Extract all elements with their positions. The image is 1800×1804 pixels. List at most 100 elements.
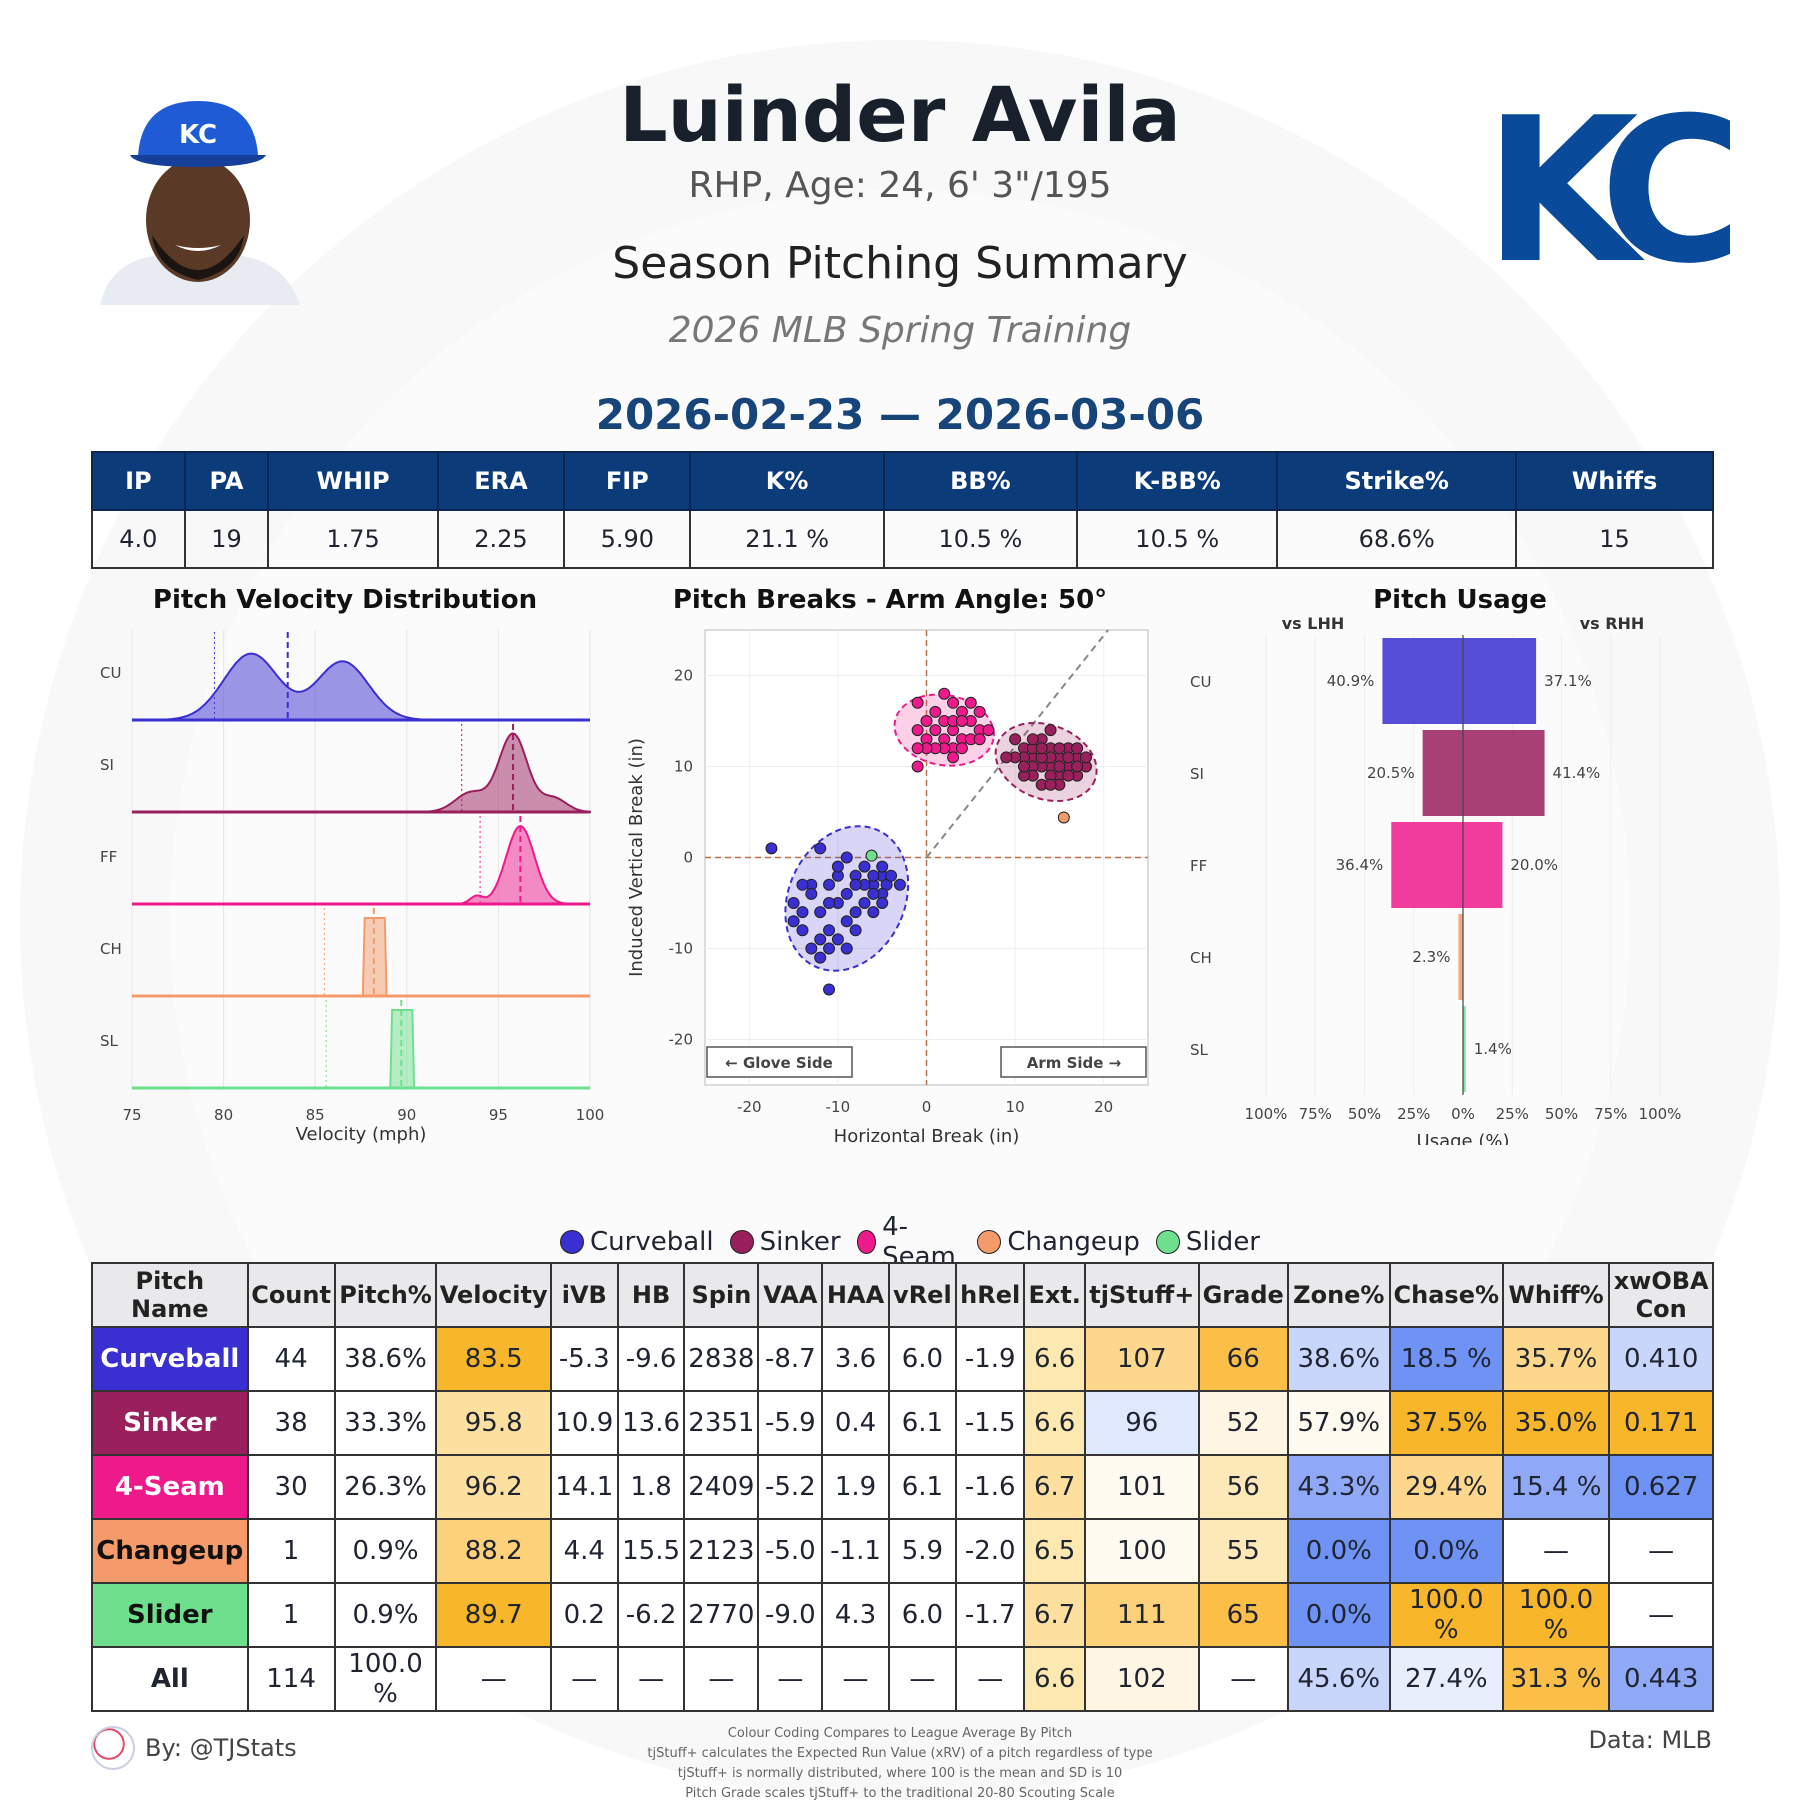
- break-point-Curveball: [831, 860, 844, 873]
- pitch-table-cell: 0.2: [549, 1582, 619, 1648]
- break-point-4-Seam: [982, 724, 995, 737]
- footnote-line: tjStuff+ is normally distributed, where …: [677, 1766, 1123, 1781]
- player-bio: RHP, Age: 24, 6' 3"/195: [688, 165, 1112, 206]
- pitch-table-cell: 45.6%: [1286, 1646, 1391, 1712]
- stat-value-2: 1.75: [267, 509, 439, 569]
- usage-row-label: FF: [1190, 857, 1207, 875]
- break-point-Curveball: [867, 906, 880, 919]
- break-point-Sinker: [1009, 733, 1022, 746]
- break-point-Sinker: [1044, 724, 1057, 737]
- usage-x-tick: 75%: [1299, 1105, 1332, 1123]
- pitch-table-cell: 1.9: [821, 1454, 890, 1520]
- velo-row-label: CH: [100, 940, 122, 958]
- legend-label: Slider: [1185, 1227, 1260, 1257]
- pitch-metrics-table: Pitch Name Count Pitch% Velocity iVB HB Spin VA…: [91, 1262, 1714, 1712]
- breaks-y-tick: -10: [669, 940, 694, 958]
- velo-x-tick: 85: [306, 1106, 325, 1124]
- pitch-table-cell: 1: [246, 1582, 336, 1648]
- pitch-table-cell: —: [955, 1646, 1026, 1712]
- pitch-table-cell: 0.4: [821, 1390, 890, 1456]
- pitch-table-cell: 2838: [683, 1326, 760, 1392]
- pitch-table-cell: 6.7: [1023, 1582, 1086, 1648]
- breaks-y-tick: 10: [674, 758, 693, 776]
- usage-bar-rhh: [1463, 638, 1537, 724]
- break-point-Curveball: [814, 906, 827, 919]
- footnote-line: Pitch Grade scales tjStuff+ to the tradi…: [685, 1786, 1115, 1801]
- glove-side-box: [706, 1046, 853, 1078]
- player-name: Luinder Avila: [619, 70, 1181, 159]
- pitch-table-cell: 0.9%: [333, 1518, 438, 1584]
- pitch-breaks-chart: -20 -10 0 10 20 20 10 0 -10 -20 Horizontal Break (…: [626, 629, 1149, 1145]
- breaks-y-tick: 20: [674, 667, 693, 685]
- usage-bar-rhh: [1463, 1006, 1466, 1092]
- break-point-Curveball: [849, 924, 862, 937]
- break-point-Curveball: [796, 924, 809, 937]
- pitch-table-header: tjStuff+: [1084, 1262, 1200, 1328]
- pitch-table-cell: 1.8: [616, 1454, 686, 1520]
- pitch-table-cell: 0.443: [1608, 1646, 1714, 1712]
- pitch-table-cell: —: [1197, 1646, 1289, 1712]
- pitch-table-cell: -5.9: [757, 1390, 824, 1456]
- pitch-table-cell: 100.0 %: [1388, 1582, 1504, 1648]
- pitch-table-cell: 55: [1197, 1518, 1289, 1584]
- pitch-table-cell: 114: [246, 1646, 336, 1712]
- pitch-table-cell: 35.7%: [1501, 1326, 1611, 1392]
- pitch-table-header: Count: [246, 1262, 336, 1328]
- pitch-table-cell: 13.6: [616, 1390, 686, 1456]
- pitch-table-cell: 6.6: [1023, 1646, 1086, 1712]
- stat-value-0: 4.0: [91, 509, 186, 569]
- pitch-table-cell: 52: [1197, 1390, 1289, 1456]
- legend-swatch: [977, 1230, 1002, 1254]
- breaks-x-tick: 0: [922, 1098, 932, 1116]
- usage-value-lhh: 36.4%: [1336, 856, 1384, 874]
- break-point-Sinker: [1071, 760, 1084, 773]
- pitch-name-cell: Changeup: [91, 1518, 249, 1584]
- velo-density-Changeup: [132, 917, 590, 997]
- pitch-table-header-row: Pitch Name Count Pitch% Velocity iVB HB Spin VA…: [91, 1262, 1714, 1328]
- pitch-table-cell: 95.8: [435, 1390, 552, 1456]
- usage-bar-rhh: [1463, 730, 1545, 816]
- usage-x-tick: 50%: [1545, 1105, 1578, 1123]
- stat-value-6: 10.5 %: [882, 509, 1079, 569]
- footnote-line: tjStuff+ calculates the Expected Run Val…: [647, 1746, 1153, 1761]
- pitch-table-cell: -5.0: [757, 1518, 824, 1584]
- break-point-Curveball: [765, 842, 778, 855]
- break-point-4-Seam: [973, 705, 986, 718]
- pitch-table-cell: -2.0: [955, 1518, 1026, 1584]
- break-point-4-Seam: [964, 696, 977, 709]
- break-point-Curveball: [849, 878, 862, 891]
- velocity-chart-title: Pitch Velocity Distribution: [152, 585, 538, 615]
- legend-swatch: [856, 1230, 877, 1254]
- cap-logo: KC: [179, 120, 217, 150]
- pitch-table-cell: 15.5: [616, 1518, 686, 1584]
- break-point-Curveball: [858, 860, 871, 873]
- breaks-x-tick: 20: [1094, 1098, 1113, 1116]
- usage-row-label: CH: [1190, 949, 1212, 967]
- legend-label: Curveball: [590, 1227, 714, 1257]
- stat-value-8: 68.6%: [1276, 509, 1518, 569]
- table-row: Changeup 1 0.9% 88.2 4.4 15.5 2123 -5.0 -1.1 5.9-…: [91, 1518, 1714, 1584]
- break-point-Curveball: [867, 869, 880, 882]
- velo-x-tick: 75: [122, 1106, 141, 1124]
- break-point-4-Seam: [947, 751, 960, 764]
- stat-header-0: IP: [91, 451, 186, 511]
- break-point-Curveball: [840, 915, 853, 928]
- pitch-table-cell: 6.0: [887, 1326, 958, 1392]
- usage-x-label: Usage (%): [1417, 1131, 1510, 1145]
- pitch-table-cell: -1.1: [821, 1518, 890, 1584]
- usage-x-tick: 50%: [1348, 1105, 1381, 1123]
- usage-chart-title: Pitch Usage: [1373, 585, 1547, 615]
- pitch-table-header: Ext.: [1023, 1262, 1086, 1328]
- pitch-table-cell: 66: [1197, 1326, 1289, 1392]
- footnote-line: Colour Coding Compares to League Average…: [727, 1726, 1073, 1741]
- pitch-table-cell: 44: [246, 1326, 336, 1392]
- break-point-4-Seam: [973, 733, 986, 746]
- pitch-table-cell: 100.0 %: [1501, 1582, 1611, 1648]
- breaks-ellipse-Sinker: [994, 721, 1098, 803]
- stat-header-6: BB%: [882, 451, 1079, 511]
- pitch-table-cell: 26.3%: [333, 1454, 438, 1520]
- pitch-table-cell: —: [435, 1646, 552, 1712]
- pitch-name-cell: Curveball: [91, 1326, 249, 1392]
- pitch-table-cell: -9.6: [616, 1326, 686, 1392]
- pitch-table-cell: -1.5: [955, 1390, 1026, 1456]
